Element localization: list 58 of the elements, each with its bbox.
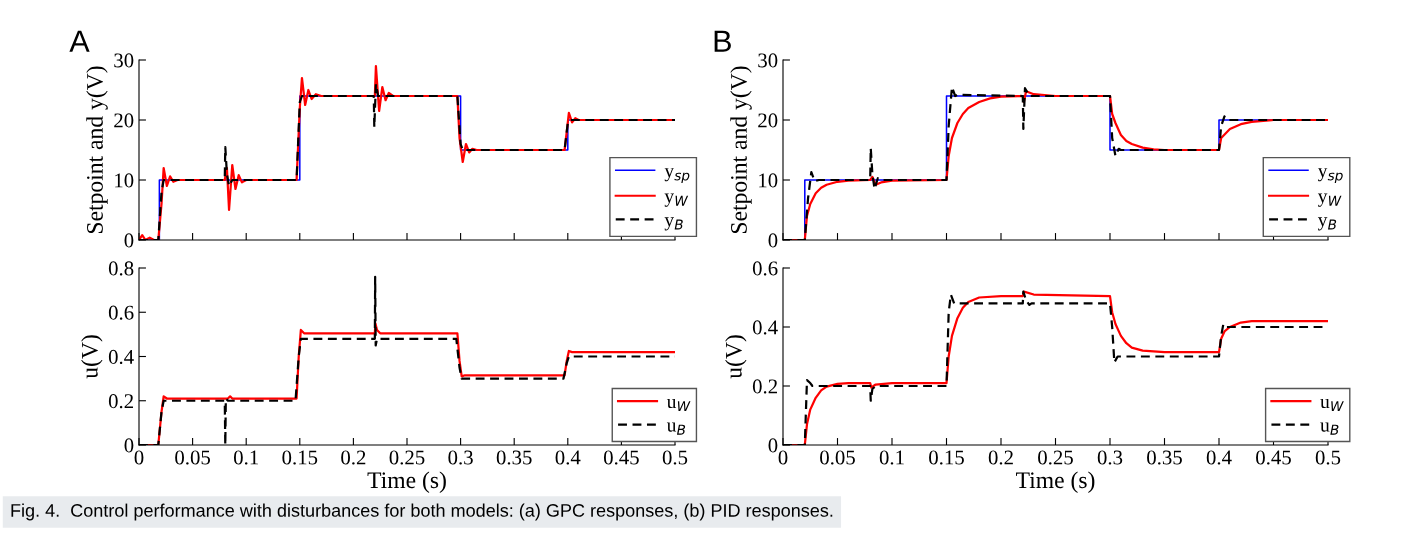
y-tick-label: 0.4: [752, 320, 778, 335]
y-tick-label: 0.6: [752, 261, 778, 276]
y-tick-label: 10: [759, 173, 778, 188]
y-tick-label: 20: [758, 113, 778, 128]
x-tick-label: 0: [134, 450, 144, 465]
chart-title: B: [714, 30, 731, 52]
x-tick-label: 0.25: [389, 450, 425, 465]
x-tick-label: 0.05: [175, 450, 211, 465]
x-tick-label: 0.45: [603, 450, 639, 465]
y-tick-label: 0: [768, 233, 778, 248]
y-axis-title: Setpoint and y(V): [730, 66, 752, 234]
legend-label: y$_{B}$: [664, 217, 683, 231]
x-tick-label: 0.1: [233, 450, 258, 465]
legend-label: u$_{B}$: [1320, 422, 1339, 435]
y-tick-label: 0.2: [752, 379, 777, 394]
y-axis-title: u(V): [725, 335, 747, 379]
x-tick-label: 0.3: [448, 450, 473, 465]
x-axis-title: Time (s): [367, 471, 446, 493]
x-tick-label: 0.35: [496, 450, 532, 465]
x-tick-label: 0.4: [555, 450, 581, 465]
x-tick-label: 0.45: [1256, 450, 1291, 465]
x-tick-label: 0.4: [1206, 450, 1232, 465]
y-tick-label: 30: [758, 53, 778, 68]
legend-label: y$_{W}$: [664, 193, 689, 207]
legend-label: y$_{B}$: [1317, 217, 1337, 231]
x-tick-label: 0.2: [341, 450, 366, 465]
x-tick-label: 0.3: [1097, 450, 1123, 465]
x-tick-label: 0.2: [988, 450, 1013, 465]
y-axis-title: u(V): [81, 335, 103, 379]
x-tick-label: 0.15: [929, 450, 964, 465]
y-tick-label: 30: [114, 53, 134, 68]
x-tick-label: 0.5: [1315, 450, 1341, 465]
legend-label: y$_{sp}$: [664, 168, 690, 184]
legend-label: u$_{W}$: [666, 398, 691, 412]
x-tick-label: 0.15: [282, 450, 318, 465]
x-tick-label: 0.25: [1038, 450, 1073, 465]
y-tick-label: 0.6: [108, 305, 134, 320]
legend-label: y$_{W}$: [1317, 193, 1342, 207]
y-tick-label: 0.8: [108, 261, 134, 276]
y-tick-label: 10: [115, 173, 134, 188]
legend-label: u$_{B}$: [666, 422, 686, 435]
y-tick-label: 0: [124, 233, 134, 248]
y-axis-title: Setpoint and y(V): [86, 66, 108, 234]
y-tick-label: 0: [768, 438, 778, 453]
legend-label: u$_{W}$: [1320, 398, 1344, 412]
x-axis-title: Time (s): [1016, 471, 1095, 493]
legend-label: y$_{sp}$: [1317, 168, 1343, 184]
x-tick-label: 0.35: [1147, 450, 1182, 465]
caption: Fig. 4. Control performance with disturbances for both models: (a) GPC responses, (b) PID responses.: [11, 503, 833, 521]
y-tick-label: 0.2: [108, 394, 133, 409]
chart-title: A: [69, 30, 90, 52]
x-tick-label: 0: [778, 450, 788, 465]
x-tick-label: 0.5: [662, 450, 688, 465]
x-tick-label: 0.05: [820, 450, 855, 465]
y-tick-label: 20: [114, 113, 134, 128]
y-tick-label: 0: [124, 438, 134, 453]
y-tick-label: 0.4: [108, 349, 134, 365]
x-tick-label: 0.1: [879, 450, 904, 465]
